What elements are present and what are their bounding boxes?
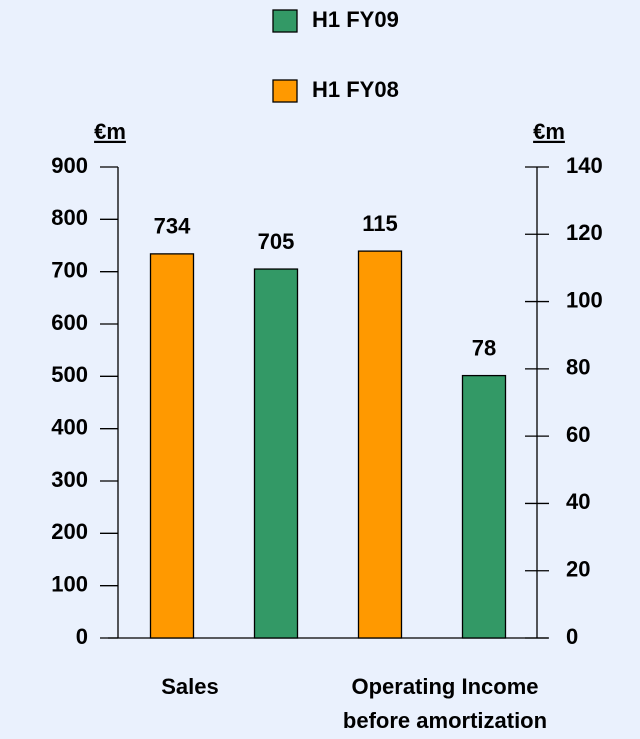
y2-tick-label: 140	[566, 153, 603, 178]
data-label: 78	[472, 335, 496, 360]
legend-swatch	[272, 79, 298, 103]
y-tick-label: 600	[51, 310, 88, 335]
y-axis-label: €m	[94, 119, 126, 144]
data-label: 705	[258, 229, 295, 254]
y2-tick-label: 20	[566, 557, 590, 582]
x-tick-label: Sales	[161, 674, 219, 699]
y2-tick-label: 100	[566, 287, 603, 312]
y2-tick-label: 40	[566, 489, 590, 514]
x-tick-label: Operating Income	[351, 674, 538, 699]
y-tick-label: 0	[76, 624, 88, 649]
legend-label: H1 FY08	[312, 77, 399, 102]
bar	[253, 268, 299, 639]
data-label: 734	[154, 214, 191, 239]
y2-axis-label: €m	[533, 119, 565, 144]
y2-tick-label: 80	[566, 355, 590, 380]
y-tick-label: 100	[51, 571, 88, 596]
bar	[357, 250, 403, 639]
y2-tick-label: 0	[566, 624, 578, 649]
bar	[149, 253, 195, 639]
y2-tick-label: 60	[566, 422, 590, 447]
y-tick-label: 400	[51, 414, 88, 439]
bar	[461, 374, 507, 639]
legend-label: H1 FY09	[312, 7, 399, 32]
y2-tick-label: 120	[566, 220, 603, 245]
y-tick-label: 300	[51, 467, 88, 492]
y-tick-label: 200	[51, 519, 88, 544]
y-tick-label: 800	[51, 205, 88, 230]
legend-swatch	[272, 9, 298, 33]
data-label: 115	[362, 211, 398, 236]
x-tick-label: before amortization	[343, 708, 547, 733]
y-tick-label: 900	[51, 153, 88, 178]
y-tick-label: 500	[51, 362, 88, 387]
y-tick-label: 700	[51, 257, 88, 282]
